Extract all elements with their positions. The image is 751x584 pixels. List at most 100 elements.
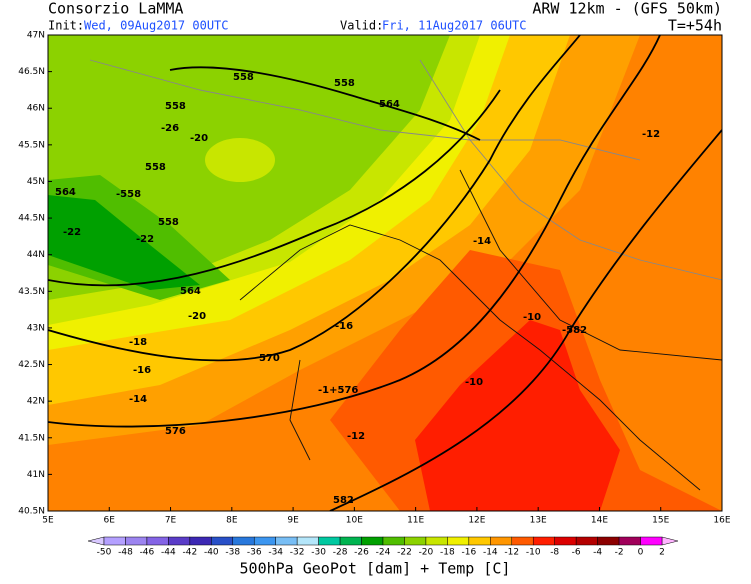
coastline xyxy=(239,169,722,491)
init-label: Init: xyxy=(48,19,84,33)
contour-label: 564 xyxy=(180,286,201,297)
colorbar-label: -16 xyxy=(461,548,476,558)
contour-label: -1+576 xyxy=(318,385,358,396)
lon-label: 10E xyxy=(346,516,363,526)
lat-label: 41.5N xyxy=(18,433,45,443)
colorbar-box xyxy=(103,536,126,546)
colorbar-label: -50 xyxy=(97,548,112,558)
colorbar-label: -34 xyxy=(268,548,283,558)
colorbar-box xyxy=(575,536,598,546)
lon-label: 12E xyxy=(468,516,485,526)
colorbar-label: -26 xyxy=(354,548,369,558)
contour-label: -10 xyxy=(523,312,541,323)
lat-label: 42.5N xyxy=(18,360,45,370)
lon-label: 7E xyxy=(165,516,177,526)
lat-label: 44.5N xyxy=(18,214,45,224)
title: Consorzio LaMMA xyxy=(48,0,183,18)
lon-label: 15E xyxy=(652,516,669,526)
map-frame xyxy=(47,34,723,512)
colorbar-box xyxy=(318,536,341,546)
lat-label: 40.5N xyxy=(18,507,45,517)
colorbar-label: -30 xyxy=(311,548,326,558)
contour-label: 558 xyxy=(165,101,186,112)
isoheight xyxy=(48,35,581,362)
colorbar-box xyxy=(361,536,384,546)
lon-label: 11E xyxy=(407,516,424,526)
contour-label: 558 xyxy=(158,217,179,228)
field-band xyxy=(415,320,620,511)
colorbar-arrow xyxy=(661,536,679,546)
lon-label: 16E xyxy=(713,516,730,526)
map-field xyxy=(48,35,722,511)
colorbar-label: -14 xyxy=(483,548,498,558)
colorbar-box xyxy=(425,536,448,546)
lon-label: 9E xyxy=(287,516,299,526)
colorbar-label: -20 xyxy=(419,548,434,558)
colorbar-box xyxy=(211,536,234,546)
contour-label: 570 xyxy=(259,353,280,364)
lon-label: 8E xyxy=(226,516,238,526)
contour-label: 558 xyxy=(233,72,254,83)
contour-label: -18 xyxy=(129,337,147,348)
contour-label: -26 xyxy=(161,123,179,134)
lon-label: 13E xyxy=(530,516,547,526)
colorbar-box xyxy=(125,536,148,546)
contour-label: 564 xyxy=(379,99,400,110)
colorbar-box xyxy=(146,536,169,546)
colorbar-label: -48 xyxy=(118,548,133,558)
lead-time: T=+54h xyxy=(668,17,722,35)
colorbar-box xyxy=(404,536,427,546)
colorbar-box xyxy=(296,536,319,546)
model: ARW 12km - (GFS 50km) xyxy=(532,0,722,18)
contour-label: 558 xyxy=(145,162,166,173)
contour-label: -582 xyxy=(562,325,587,336)
isoheight xyxy=(169,66,481,141)
contour-label: 564 xyxy=(55,187,76,198)
colorbar-label: -4 xyxy=(593,548,602,558)
colorbar-title: 500hPa GeoPot [dam] + Temp [C] xyxy=(240,560,511,578)
contour-label: -16 xyxy=(133,365,151,376)
valid-label: Valid: xyxy=(340,19,383,33)
colorbar-label: -32 xyxy=(290,548,305,558)
colorbar-box xyxy=(189,536,212,546)
colorbar-box xyxy=(532,536,555,546)
colorbar-label: -10 xyxy=(526,548,541,558)
init-date: Wed, 09Aug2017 00UTC xyxy=(84,19,229,33)
contour-label: -14 xyxy=(129,394,147,405)
lat-label: 46.5N xyxy=(18,67,45,77)
isoheight xyxy=(48,35,661,428)
field-band xyxy=(48,195,200,290)
lat-label: 47N xyxy=(27,31,45,41)
lat-label: 41N xyxy=(27,470,45,480)
contour-label: -20 xyxy=(188,311,206,322)
contour-label: -16 xyxy=(335,321,353,332)
colorbar-box xyxy=(382,536,405,546)
colorbar-box xyxy=(511,536,534,546)
colorbar-box xyxy=(253,536,276,546)
contour-label: -20 xyxy=(190,133,208,144)
contour-labels: 558 558 564 558 -26 -20 558 564 -558 558… xyxy=(55,72,660,506)
lat-label: 44N xyxy=(27,250,45,260)
lat-label: 45.5N xyxy=(18,140,45,150)
contour-label: -22 xyxy=(136,234,154,245)
colorbar-label: -40 xyxy=(204,548,219,558)
colorbar-box xyxy=(447,536,470,546)
colorbar-label: -28 xyxy=(333,548,348,558)
isoheight xyxy=(48,89,501,287)
lat-label: 43N xyxy=(27,323,45,333)
lon-label: 6E xyxy=(104,516,116,526)
contour-label: -10 xyxy=(465,377,483,388)
colorbar-label: -2 xyxy=(615,548,624,558)
colorbar-box xyxy=(168,536,191,546)
colorbar-label: -36 xyxy=(247,548,262,558)
contour-label: 576 xyxy=(165,426,186,437)
lon-label: 14E xyxy=(591,516,608,526)
colorbar-box xyxy=(468,536,491,546)
contour-label: 582 xyxy=(333,495,354,506)
lat-label: 43.5N xyxy=(18,287,45,297)
contour-label: 558 xyxy=(334,78,355,89)
colorbar-label: -12 xyxy=(504,548,519,558)
contour-label: -558 xyxy=(116,189,141,200)
colorbar-label: -24 xyxy=(376,548,391,558)
